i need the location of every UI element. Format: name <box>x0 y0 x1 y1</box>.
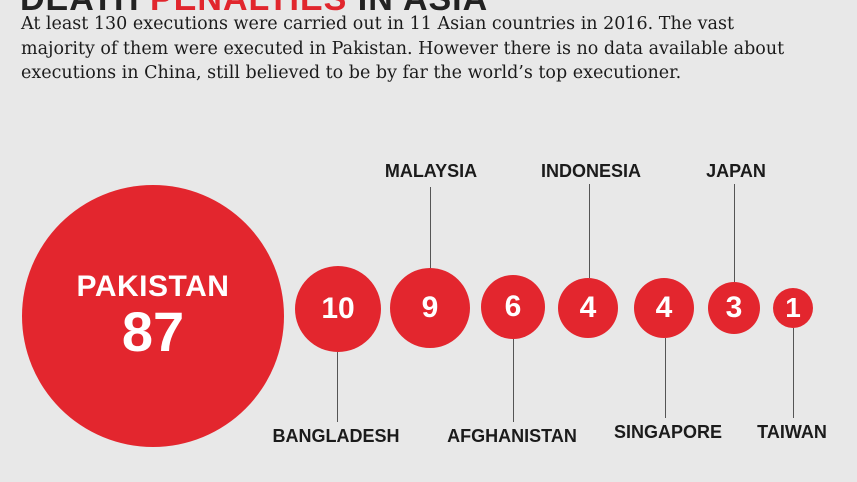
bangladesh-value: 10 <box>321 292 355 325</box>
malaysia-label: MALAYSIA <box>384 161 478 181</box>
singapore-label: SINGAPORE <box>613 422 723 442</box>
bangladesh-label: BANGLADESH <box>272 426 400 446</box>
malaysia-leader <box>430 187 431 268</box>
intro-paragraph: At least 130 executions were carried out… <box>21 12 841 86</box>
malaysia-value: 9 <box>421 291 439 324</box>
singapore-leader <box>665 338 666 418</box>
title-part-3: IN ASIA <box>347 0 488 18</box>
singapore-circle: 4 <box>634 278 694 338</box>
indonesia-leader <box>589 184 590 278</box>
pakistan-circle: PAKISTAN 87 <box>22 185 284 447</box>
title-part-1: DEATH <box>20 0 150 18</box>
malaysia-circle: 9 <box>390 268 470 348</box>
afghanistan-label: AFGHANISTAN <box>447 426 577 446</box>
title-part-2: PENALTIES <box>150 0 347 18</box>
japan-leader <box>734 184 735 282</box>
bangladesh-leader <box>337 352 338 422</box>
taiwan-label: TAIWAN <box>757 422 827 442</box>
japan-circle: 3 <box>708 282 760 334</box>
taiwan-circle: 1 <box>773 288 813 328</box>
indonesia-circle: 4 <box>558 278 618 338</box>
pakistan-label: PAKISTAN <box>76 270 230 303</box>
intro-line-2: majority of them were executed in Pakist… <box>21 38 785 59</box>
japan-value: 3 <box>725 291 743 324</box>
intro-line-1: At least 130 executions were carried out… <box>21 14 734 34</box>
indonesia-label: INDONESIA <box>540 161 642 181</box>
pakistan-value: 87 <box>121 300 185 363</box>
taiwan-leader <box>793 328 794 418</box>
indonesia-value: 4 <box>579 291 597 324</box>
afghanistan-leader <box>513 339 514 422</box>
page-title: DEATH PENALTIES IN ASIA <box>20 0 488 19</box>
singapore-value: 4 <box>655 291 673 324</box>
afghanistan-circle: 6 <box>481 275 545 339</box>
japan-label: JAPAN <box>706 161 766 181</box>
afghanistan-value: 6 <box>504 290 522 323</box>
bangladesh-circle: 10 <box>295 266 381 352</box>
intro-line-3: executions in China, still believed to b… <box>21 63 682 83</box>
taiwan-value: 1 <box>785 292 801 323</box>
